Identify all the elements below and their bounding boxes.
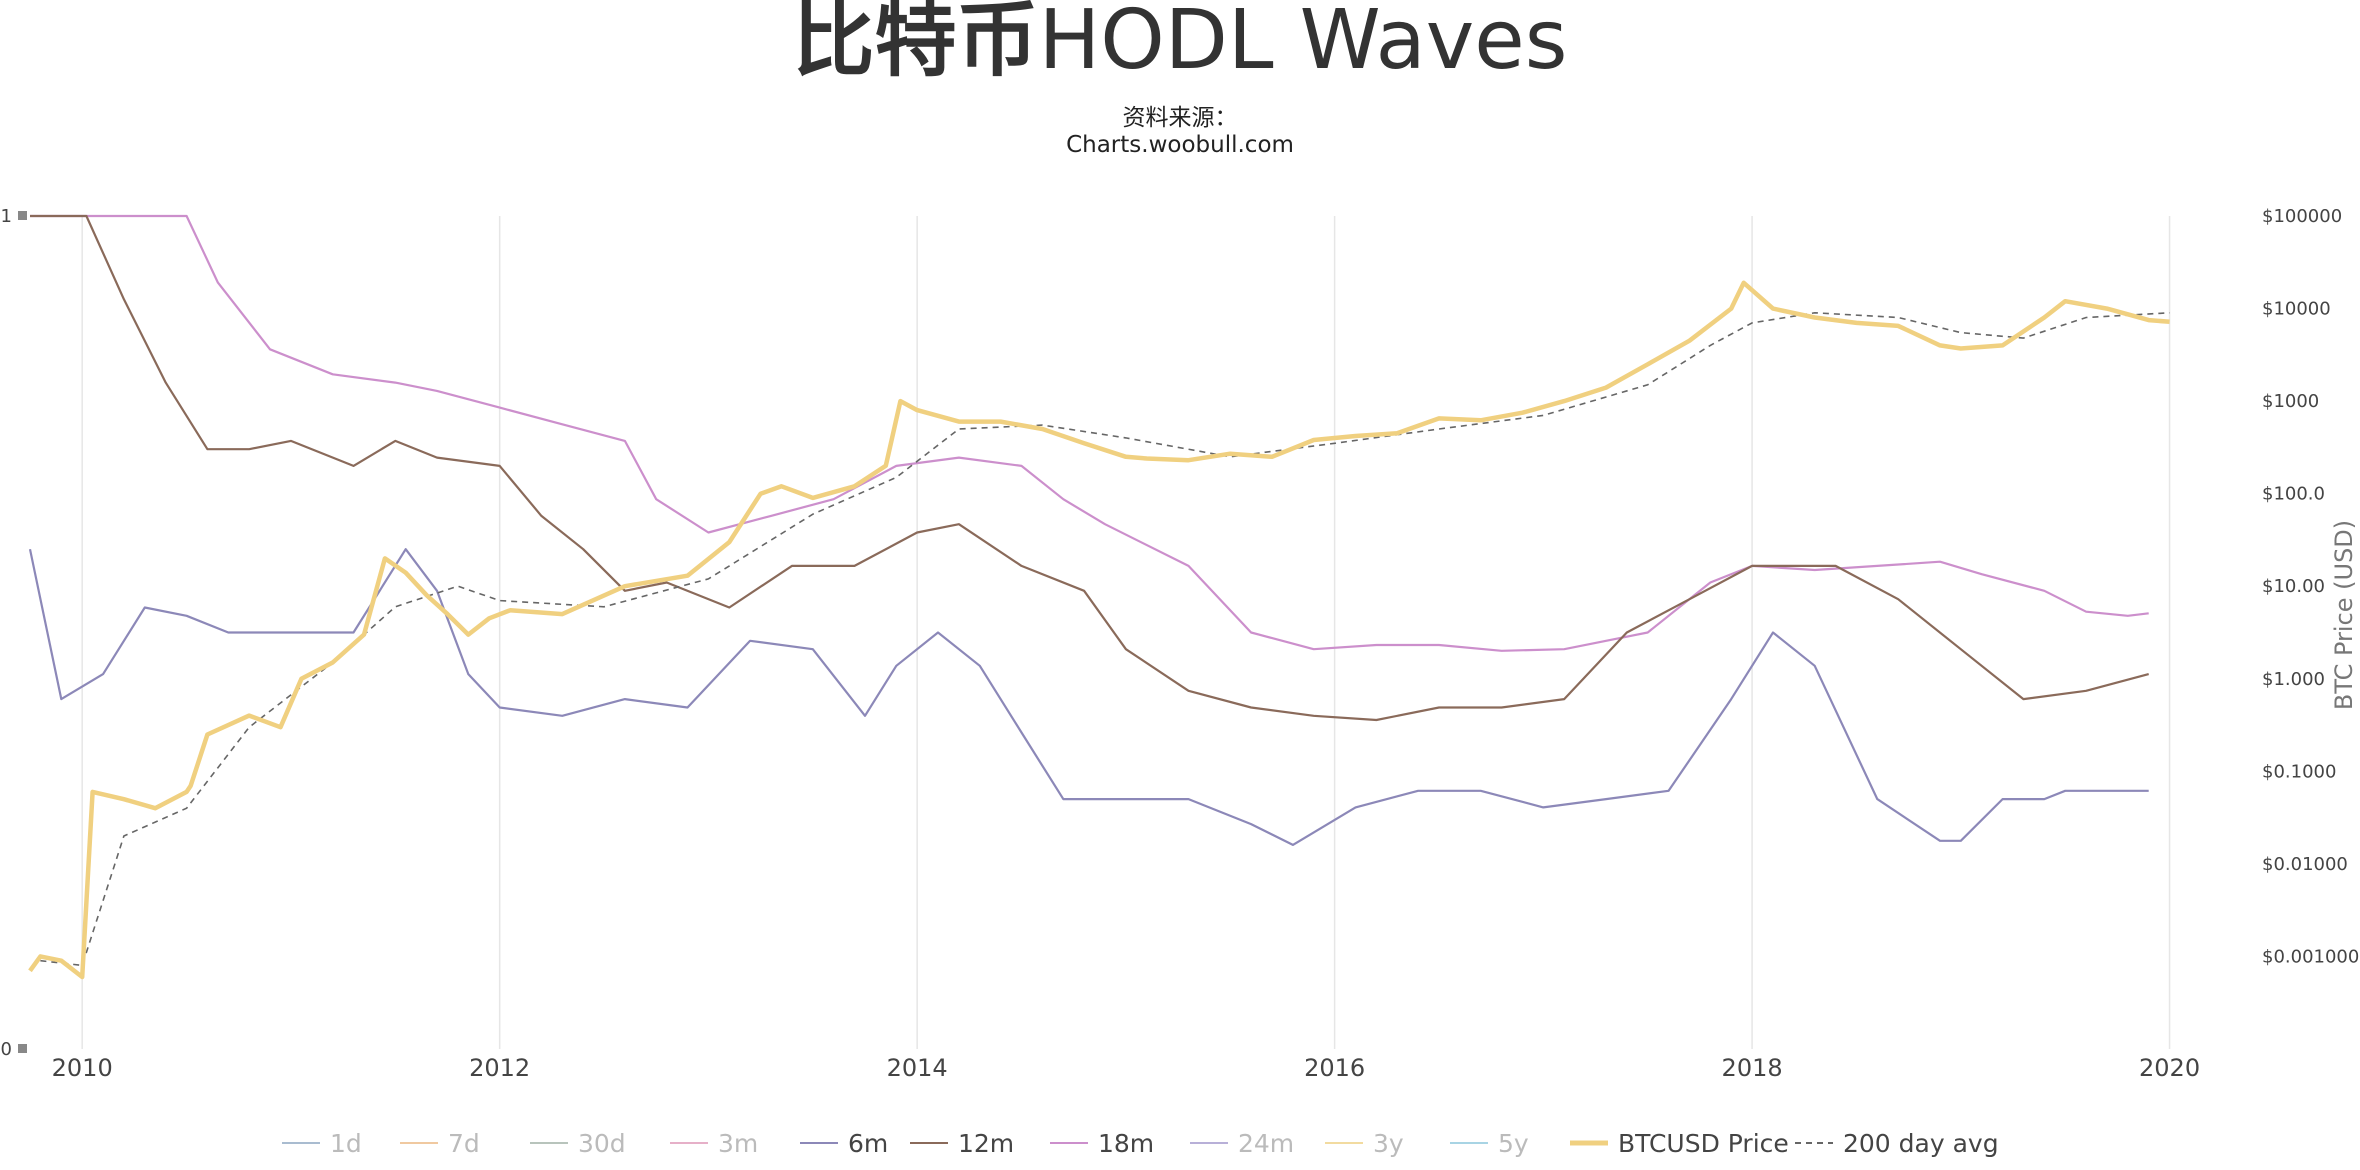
legend-item-5y[interactable]: 5y	[1450, 1129, 1529, 1158]
left-axis-ticks: 10	[1, 206, 27, 1060]
right-tick-0-01000: $0.01000	[2262, 854, 2348, 875]
x-tick-2016: 2016	[1304, 1054, 1365, 1082]
legend-item-btcusd-price[interactable]: BTCUSD Price	[1570, 1129, 1789, 1158]
left-tick-marker-1	[18, 211, 27, 220]
legend-item-30d[interactable]: 30d	[530, 1129, 626, 1158]
legend-label: 24m	[1238, 1129, 1294, 1158]
legend-item-6m[interactable]: 6m	[800, 1129, 888, 1158]
vertical-grid	[81, 216, 2171, 1049]
chart-title: 比特币HODL Waves	[0, 0, 2360, 82]
right-tick-1-000: $1.000	[2262, 669, 2325, 690]
right-tick-10000: $10000	[2262, 299, 2331, 320]
x-tick-2010: 2010	[52, 1054, 113, 1082]
legend-item-24m[interactable]: 24m	[1190, 1129, 1294, 1158]
legend-label: 6m	[848, 1129, 888, 1158]
legend-item-7d[interactable]: 7d	[400, 1129, 480, 1158]
legend-item-3m[interactable]: 3m	[670, 1129, 758, 1158]
legend-item-200-day-avg[interactable]: 200 day avg	[1795, 1129, 1999, 1158]
legend: 1d 7d 30d 3m 6m 12m 18m 24m 3y 5y BTCUSD Price 200 …	[282, 1129, 1999, 1158]
series-btcusd-price-line	[28, 280, 2170, 980]
x-tick-2018: 2018	[1722, 1054, 1783, 1082]
legend-label: BTCUSD Price	[1618, 1129, 1789, 1158]
chart-subtitle-source-label: 资料来源：	[1122, 105, 1238, 131]
series-200-day-avg-line	[40, 311, 2170, 967]
series-6m-line	[28, 548, 2149, 846]
chart-title-chinese: 比特币	[792, 0, 1039, 88]
series-12m-line	[30, 214, 2149, 722]
x-tick-2012: 2012	[469, 1054, 530, 1082]
legend-label: 1d	[330, 1129, 362, 1158]
legend-label: 30d	[578, 1129, 626, 1158]
x-axis-ticks: 2010 2012 2014 2016 2018 2020	[52, 1054, 2200, 1082]
legend-item-3y[interactable]: 3y	[1325, 1129, 1404, 1158]
right-tick-1000: $1000	[2262, 391, 2319, 412]
legend-label: 3y	[1373, 1129, 1404, 1158]
right-tick-100-0: $100.0	[2262, 484, 2325, 505]
series-18m-line	[30, 214, 2149, 652]
right-axis-title: BTC Price (USD)	[2330, 520, 2358, 710]
left-tick-marker-0	[18, 1044, 27, 1053]
right-tick-0-1000: $0.1000	[2262, 761, 2336, 782]
legend-label: 7d	[448, 1129, 480, 1158]
left-tick-0: 0	[1, 1039, 12, 1060]
chart-title-english: HODL Waves	[1038, 0, 1568, 88]
avg-line	[40, 311, 2170, 967]
right-tick-100000: $100000	[2262, 206, 2342, 227]
legend-label: 5y	[1498, 1129, 1529, 1158]
price-line	[28, 280, 2170, 980]
right-tick-10-00: $10.00	[2262, 576, 2325, 597]
legend-label: 3m	[718, 1129, 758, 1158]
legend-label: 200 day avg	[1843, 1129, 1999, 1158]
legend-item-18m[interactable]: 18m	[1050, 1129, 1154, 1158]
right-axis-ticks: $100000 $10000 $1000 $100.0 $10.00 $1.000 $0.1…	[2262, 206, 2359, 967]
chart-subtitle-source-url: Charts.woobull.com	[1066, 132, 1294, 158]
right-tick-0-001000: $0.001000	[2262, 946, 2359, 967]
legend-label: 12m	[958, 1129, 1014, 1158]
left-tick-1: 1	[1, 206, 12, 227]
legend-label: 18m	[1098, 1129, 1154, 1158]
x-tick-2020: 2020	[2139, 1054, 2200, 1082]
x-tick-2014: 2014	[887, 1054, 948, 1082]
legend-item-1d[interactable]: 1d	[282, 1129, 362, 1158]
hodl-lines	[28, 214, 2149, 846]
legend-item-12m[interactable]: 12m	[910, 1129, 1014, 1158]
